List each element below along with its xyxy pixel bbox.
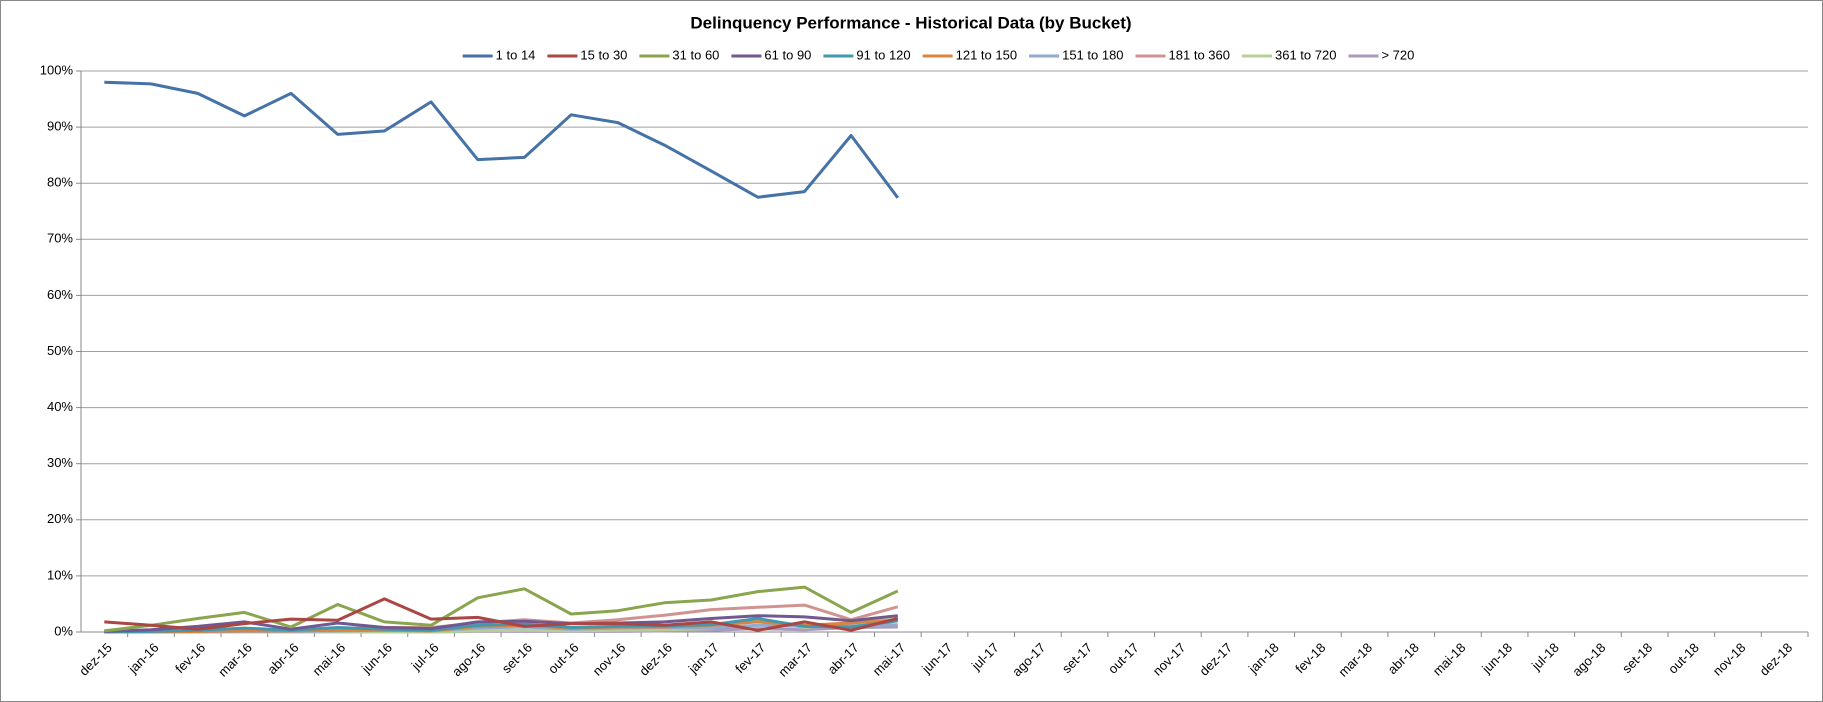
chart-title: Delinquency Performance - Historical Dat…: [690, 13, 1131, 32]
y-tick-label: 50%: [47, 343, 73, 358]
y-tick-label: 0%: [54, 623, 73, 638]
y-tick-label: 80%: [47, 175, 73, 190]
legend-label: 91 to 120: [856, 47, 910, 62]
legend-label: > 720: [1381, 47, 1414, 62]
y-tick-label: 10%: [47, 567, 73, 582]
legend-label: 181 to 360: [1169, 47, 1230, 62]
legend: 1 to 14 15 to 30 31 to 60 61 to 90 91 to 120…: [462, 47, 1414, 62]
legend-label: 361 to 720: [1275, 47, 1336, 62]
y-tick-label: 60%: [47, 287, 73, 302]
y-tick-label: 40%: [47, 399, 73, 414]
series-line: [104, 585, 899, 633]
legend-label: 1 to 14: [496, 47, 536, 62]
y-tick-label: 70%: [47, 231, 73, 246]
series-line: [104, 617, 898, 634]
legend-label: 31 to 60: [672, 47, 719, 62]
series-line: [104, 80, 900, 199]
legend-label: 121 to 150: [956, 47, 1017, 62]
y-tick-label: 100%: [40, 62, 74, 77]
series-line: [104, 597, 899, 632]
y-tick-label: 30%: [47, 455, 73, 470]
y-tick-label: 90%: [47, 119, 73, 134]
legend-label: 15 to 30: [580, 47, 627, 62]
legend-label: 61 to 90: [764, 47, 811, 62]
legend-label: 151 to 180: [1062, 47, 1123, 62]
y-tick-label: 20%: [47, 511, 73, 526]
